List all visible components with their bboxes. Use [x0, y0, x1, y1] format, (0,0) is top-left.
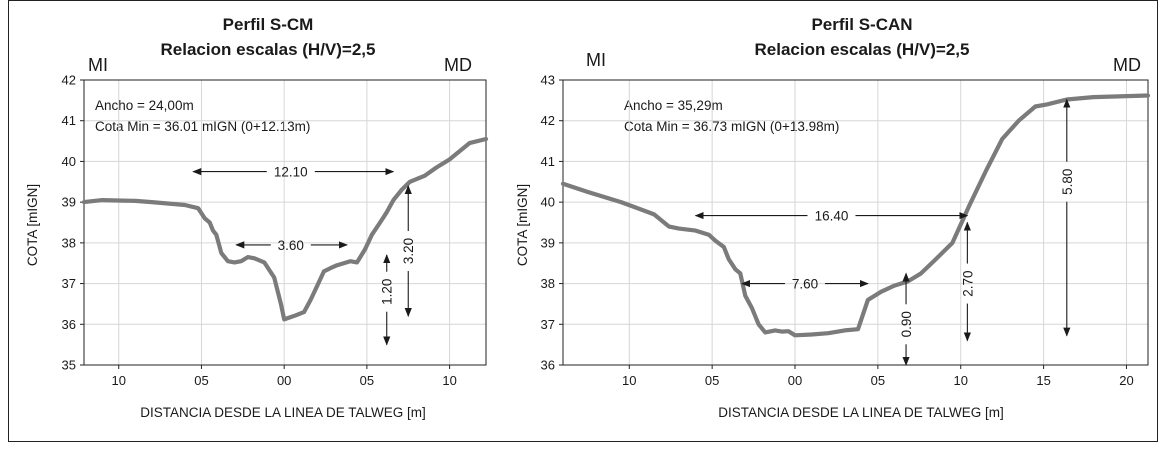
panel-1-dimension-3-20-label: 3.20 [401, 238, 416, 264]
panel-2-plot: 36 37 38 39 40 41 42 43 10 05 00 05 10 15 20 16.40 7.60 5… [541, 73, 1151, 388]
panel-1-plot: 35 36 37 38 39 40 41 42 10 05 00 05 10 12.10 3.60 3.20 1… [62, 73, 489, 388]
panel-2-xtick-label-0: 10 [622, 373, 636, 388]
panel-2-info-width: Ancho = 35,29m [624, 98, 723, 113]
panel-1-ytick-label-7: 42 [62, 73, 76, 88]
panel-2-profile-line [560, 93, 1151, 338]
panel-2-ytick-label-0: 36 [541, 358, 555, 373]
panel-2-xtick-label-4: 10 [953, 373, 967, 388]
panel-2-xlabel: DISTANCIA DESDE LA LINEA DE TALWEG [m] [718, 405, 1004, 420]
panel-2-ytick-label-2: 38 [541, 276, 555, 291]
panel-2-xtick-label-6: 20 [1119, 373, 1133, 388]
outer-border [8, 0, 1158, 442]
panel-1-plot-area [83, 79, 487, 366]
panel-2-ytick-label-1: 37 [541, 317, 555, 332]
panel-1-dimension-3-60-label: 3.60 [278, 238, 304, 253]
panel-2-xtick-label-3: 05 [871, 373, 885, 388]
panel-2-xtick-label-5: 15 [1036, 373, 1050, 388]
panel-1-xlabel: DISTANCIA DESDE LA LINEA DE TALWEG [m] [140, 405, 426, 420]
panel-1-info-min: Cota Min = 36.01 mIGN (0+12.13m) [95, 119, 310, 134]
panel-1-xtick-label-1: 05 [194, 373, 208, 388]
panel-1-dimension-12-10-label: 12.10 [274, 165, 308, 180]
panel-1: Perfil S-CM Relacion escalas (H/V)=2,5 M… [25, 15, 472, 420]
panel-2-ytick-label-5: 41 [541, 154, 555, 169]
panel-1-ytick-label-1: 36 [62, 317, 76, 332]
panel-1-ytick-label-0: 35 [62, 358, 76, 373]
panel-2-ytick-label-7: 43 [541, 73, 555, 88]
panel-1-xtick-label-3: 05 [360, 373, 374, 388]
panel-2-dimension-5-80-label: 5.80 [1060, 169, 1075, 195]
panel-1-subtitle: Relacion escalas (H/V)=2,5 [161, 40, 376, 59]
panel-1-xtick-label-2: 00 [277, 373, 291, 388]
panel-2-dimension-2-70-label: 2.70 [960, 270, 975, 296]
panel-2-title: Perfil S-CAN [811, 15, 912, 34]
panel-2-dimension-16-40-label: 16.40 [815, 209, 849, 224]
panel-1-info-width: Ancho = 24,00m [95, 98, 194, 113]
panel-2-ylabel: COTA [mIGN] [515, 184, 530, 266]
panel-1-title: Perfil S-CM [223, 15, 314, 34]
panel-2-subtitle: Relacion escalas (H/V)=2,5 [755, 40, 970, 59]
panel-2-left-bank: MI [586, 50, 606, 70]
panel-2-plot-area [562, 79, 1149, 366]
panel-1-ytick-label-4: 39 [62, 195, 76, 210]
panel-2-dimension-7-60-label: 7.60 [792, 277, 818, 292]
panel-2-info-min: Cota Min = 36.73 mIGN (0+13.98m) [624, 119, 839, 134]
panel-2-dimension-0-90-label: 0.90 [899, 311, 914, 337]
panel-2-xtick-label-2: 00 [788, 373, 802, 388]
panel-1-dimension-1-20-label: 1.20 [380, 279, 395, 305]
panel-2-ytick-label-3: 39 [541, 235, 555, 250]
panel-2: Perfil S-CAN Relacion escalas (H/V)=2,5 … [515, 15, 1141, 420]
panel-1-left-bank: MI [88, 55, 108, 75]
panel-2-ytick-label-4: 40 [541, 195, 555, 210]
panel-1-ytick-label-3: 38 [62, 235, 76, 250]
panel-2-right-bank: MD [1113, 55, 1141, 75]
panel-1-ytick-label-6: 41 [62, 113, 76, 128]
panel-1-ylabel: COTA [mIGN] [25, 184, 40, 266]
panel-1-right-bank: MD [444, 55, 472, 75]
panel-1-xtick-label-4: 10 [442, 373, 456, 388]
panel-2-xtick-label-1: 05 [705, 373, 719, 388]
panel-1-profile-line [81, 136, 489, 322]
panel-2-ytick-label-6: 42 [541, 113, 555, 128]
panel-1-ytick-label-5: 40 [62, 154, 76, 169]
panel-1-xtick-label-0: 10 [112, 373, 126, 388]
panel-1-ytick-label-2: 37 [62, 276, 76, 291]
